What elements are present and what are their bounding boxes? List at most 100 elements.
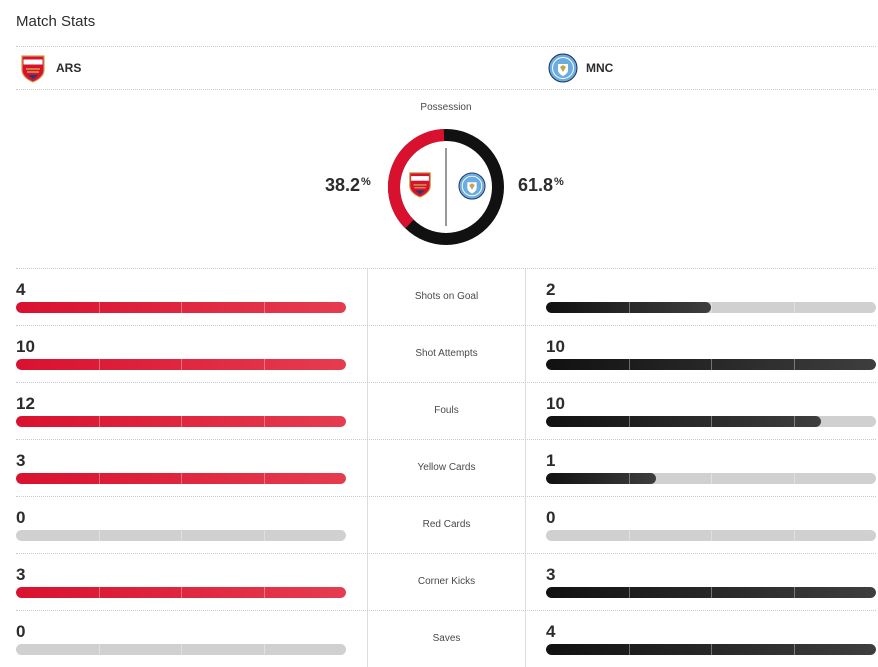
possession-donut [388,129,504,245]
arsenal-crest-icon [21,55,45,83]
away-stat-bar-fill [546,302,711,313]
stat-label-cell: Yellow Cards [367,440,526,496]
stat-row: 3 Corner Kicks 3 [16,553,876,610]
stat-label: Red Cards [422,519,471,530]
away-stat-value: 4 [546,622,556,641]
bar-segment-tick [793,530,795,541]
stat-label: Shot Attempts [415,348,478,359]
percent-unit: % [361,176,371,188]
away-team-abbr: MNC [586,61,614,75]
bar-segment-tick [98,530,100,541]
away-stat-value: 10 [546,394,565,413]
bar-segment-tick [181,587,182,598]
away-stat-value: 10 [546,337,565,356]
away-stat-bar [546,530,876,541]
away-team-header: MNC [548,53,613,83]
home-team-header: ARS [18,53,81,83]
stat-label-cell: Corner Kicks [367,554,526,610]
bar-segment-tick [793,587,795,598]
bar-segment-tick [793,302,795,313]
home-stat-bar-fill [16,302,346,313]
bar-segment-tick [263,359,265,370]
bar-segment-tick [98,473,100,484]
bar-segment-tick [628,302,630,313]
divider [16,46,876,47]
home-stat-value: 4 [16,280,26,299]
bar-segment-tick [793,473,795,484]
possession-label: Possession [420,102,472,113]
away-stat-bar [546,644,876,655]
bar-segment-tick [181,302,182,313]
divider [16,89,876,90]
bar-segment-tick [181,644,182,655]
bar-segment-tick [711,359,712,370]
home-stat-value: 0 [16,508,26,527]
bar-segment-tick [98,359,100,370]
stat-label-cell: Saves [367,611,526,667]
home-possession: 38.2% [325,175,371,196]
away-stat-value: 1 [546,451,556,470]
away-stat-bar-fill [546,644,876,655]
stat-label-cell: Fouls [367,383,526,439]
away-stat-value: 2 [546,280,556,299]
stat-label-cell: Shot Attempts [367,326,526,382]
bar-segment-tick [98,587,100,598]
bar-segment-tick [711,416,712,427]
home-stat-bar-fill [16,473,346,484]
bar-segment-tick [628,359,630,370]
stat-row: 4 Shots on Goal 2 [16,268,876,325]
man-city-crest-icon [458,172,486,200]
bar-segment-tick [628,644,630,655]
bar-segment-tick [628,416,630,427]
bar-segment-tick [181,530,182,541]
bar-segment-tick [711,587,712,598]
home-stat-bar-fill [16,359,346,370]
home-stat-value: 0 [16,622,26,641]
stat-label-cell: Shots on Goal [367,269,526,325]
home-possession-arc [388,129,445,229]
home-stat-value: 3 [16,451,26,470]
home-team-abbr: ARS [56,61,82,75]
stat-label: Shots on Goal [414,291,479,302]
arsenal-crest-icon [409,172,431,198]
away-stat-bar-fill [546,587,876,598]
stat-label: Saves [432,633,461,644]
stats-table: 4 Shots on Goal 2 10 Shot Attempts 10 12… [16,268,876,667]
away-stat-bar [546,587,876,598]
bar-segment-tick [628,530,630,541]
bar-segment-tick [628,473,630,484]
bar-segment-tick [711,530,712,541]
bar-segment-tick [263,302,265,313]
away-stat-bar-fill [546,416,821,427]
bar-segment-tick [711,473,712,484]
stat-row: 3 Yellow Cards 1 [16,439,876,496]
bar-segment-tick [263,473,265,484]
home-stat-bar [16,302,346,313]
bar-segment-tick [793,644,795,655]
percent-unit: % [554,176,564,188]
stat-row: 10 Shot Attempts 10 [16,325,876,382]
home-stat-bar [16,644,346,655]
stat-row: 12 Fouls 10 [16,382,876,439]
home-possession-value: 38.2 [325,175,361,195]
home-stat-bar-fill [16,587,346,598]
stat-label-cell: Red Cards [367,497,526,553]
home-stat-bar [16,473,346,484]
away-stat-value: 0 [546,508,556,527]
home-stat-bar [16,359,346,370]
home-stat-bar [16,587,346,598]
away-stat-value: 3 [546,565,556,584]
stat-row: 0 Red Cards 0 [16,496,876,553]
away-possession-value: 61.8 [518,175,554,195]
stat-label: Yellow Cards [417,462,476,473]
bar-segment-tick [711,302,712,313]
bar-segment-tick [263,416,265,427]
stat-row: 0 Saves 4 [16,610,876,667]
away-stat-bar-fill [546,359,876,370]
home-stat-bar [16,530,346,541]
bar-segment-tick [793,359,795,370]
home-stat-bar [16,416,346,427]
home-stat-bar-fill [16,416,346,427]
away-possession: 61.8% [518,175,564,196]
bar-segment-tick [263,587,265,598]
